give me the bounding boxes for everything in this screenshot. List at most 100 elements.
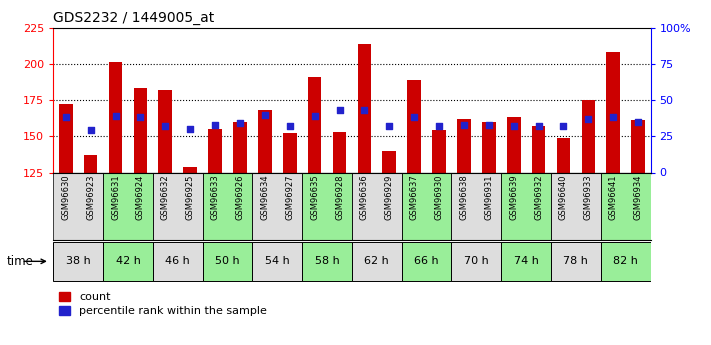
Bar bbox=[258, 110, 272, 172]
Text: GSM96929: GSM96929 bbox=[385, 175, 394, 220]
Bar bbox=[451, 172, 501, 240]
Bar bbox=[203, 242, 252, 281]
Text: GSM96640: GSM96640 bbox=[559, 175, 568, 220]
Bar bbox=[551, 242, 601, 281]
Bar bbox=[551, 172, 601, 240]
Bar bbox=[601, 172, 651, 240]
Bar bbox=[308, 77, 321, 172]
Text: GSM96927: GSM96927 bbox=[285, 175, 294, 220]
Text: GSM96930: GSM96930 bbox=[434, 175, 444, 220]
Bar bbox=[432, 130, 446, 172]
Bar bbox=[203, 172, 252, 240]
Bar bbox=[407, 80, 421, 172]
Text: GSM96934: GSM96934 bbox=[634, 175, 643, 220]
Text: 82 h: 82 h bbox=[614, 256, 638, 266]
Text: GSM96928: GSM96928 bbox=[335, 175, 344, 220]
Bar bbox=[59, 105, 73, 172]
Point bbox=[60, 115, 71, 120]
Bar bbox=[252, 172, 302, 240]
Text: 46 h: 46 h bbox=[166, 256, 190, 266]
Bar bbox=[153, 242, 203, 281]
Point bbox=[458, 122, 469, 127]
Bar bbox=[383, 151, 396, 172]
Bar bbox=[208, 129, 222, 172]
Bar bbox=[501, 172, 551, 240]
Bar bbox=[103, 242, 153, 281]
Text: time: time bbox=[7, 255, 34, 268]
Bar bbox=[134, 88, 147, 172]
Point bbox=[384, 124, 395, 129]
Bar bbox=[153, 172, 203, 240]
Bar bbox=[507, 117, 520, 172]
Bar bbox=[53, 172, 103, 240]
Point bbox=[607, 115, 619, 120]
Text: GSM96636: GSM96636 bbox=[360, 175, 369, 220]
Text: GSM96931: GSM96931 bbox=[484, 175, 493, 220]
Point bbox=[185, 126, 196, 132]
Text: GSM96926: GSM96926 bbox=[235, 175, 245, 220]
Text: GSM96634: GSM96634 bbox=[260, 175, 269, 220]
Bar bbox=[352, 242, 402, 281]
Text: GSM96638: GSM96638 bbox=[459, 175, 469, 220]
Text: 38 h: 38 h bbox=[66, 256, 90, 266]
Point bbox=[284, 124, 296, 129]
Text: 58 h: 58 h bbox=[315, 256, 339, 266]
Bar bbox=[402, 242, 451, 281]
Text: GSM96637: GSM96637 bbox=[410, 175, 419, 220]
Point bbox=[557, 124, 569, 129]
Bar bbox=[352, 172, 402, 240]
Point bbox=[533, 124, 545, 129]
Bar bbox=[606, 52, 620, 172]
Point bbox=[483, 122, 494, 127]
Text: 42 h: 42 h bbox=[116, 256, 140, 266]
Bar bbox=[283, 134, 296, 172]
Text: 78 h: 78 h bbox=[564, 256, 588, 266]
Point bbox=[633, 119, 644, 125]
Bar bbox=[159, 90, 172, 172]
Point bbox=[433, 124, 445, 129]
Bar bbox=[233, 122, 247, 172]
Bar bbox=[252, 242, 302, 281]
Text: GSM96639: GSM96639 bbox=[509, 175, 518, 220]
Bar bbox=[582, 100, 595, 172]
Text: GSM96933: GSM96933 bbox=[584, 175, 593, 220]
Text: GDS2232 / 1449005_at: GDS2232 / 1449005_at bbox=[53, 11, 215, 25]
Bar bbox=[451, 242, 501, 281]
Bar bbox=[557, 138, 570, 172]
Bar bbox=[358, 43, 371, 172]
Bar bbox=[302, 172, 352, 240]
Bar bbox=[631, 120, 645, 172]
Text: GSM96631: GSM96631 bbox=[111, 175, 120, 220]
Point bbox=[583, 116, 594, 122]
Point bbox=[333, 107, 345, 113]
Text: GSM96932: GSM96932 bbox=[534, 175, 543, 220]
Text: GSM96632: GSM96632 bbox=[161, 175, 170, 220]
Bar bbox=[103, 172, 153, 240]
Point bbox=[259, 112, 270, 117]
Bar bbox=[84, 155, 97, 172]
Bar bbox=[482, 122, 496, 172]
Bar bbox=[333, 132, 346, 172]
Text: GSM96924: GSM96924 bbox=[136, 175, 145, 220]
Bar bbox=[109, 62, 122, 172]
Point bbox=[309, 113, 320, 119]
Bar bbox=[402, 172, 451, 240]
Bar bbox=[302, 242, 352, 281]
Text: 62 h: 62 h bbox=[365, 256, 389, 266]
Point bbox=[358, 107, 370, 113]
Bar bbox=[457, 119, 471, 172]
Point bbox=[85, 128, 97, 133]
Bar bbox=[532, 126, 545, 172]
Text: 54 h: 54 h bbox=[265, 256, 289, 266]
Bar bbox=[501, 242, 551, 281]
Text: GSM96925: GSM96925 bbox=[186, 175, 195, 220]
Text: 70 h: 70 h bbox=[464, 256, 488, 266]
Point bbox=[159, 124, 171, 129]
Point bbox=[234, 120, 246, 126]
Text: GSM96923: GSM96923 bbox=[86, 175, 95, 220]
Text: GSM96635: GSM96635 bbox=[310, 175, 319, 220]
Text: GSM96630: GSM96630 bbox=[61, 175, 70, 220]
Point bbox=[408, 115, 419, 120]
Point bbox=[508, 124, 519, 129]
Point bbox=[135, 115, 146, 120]
